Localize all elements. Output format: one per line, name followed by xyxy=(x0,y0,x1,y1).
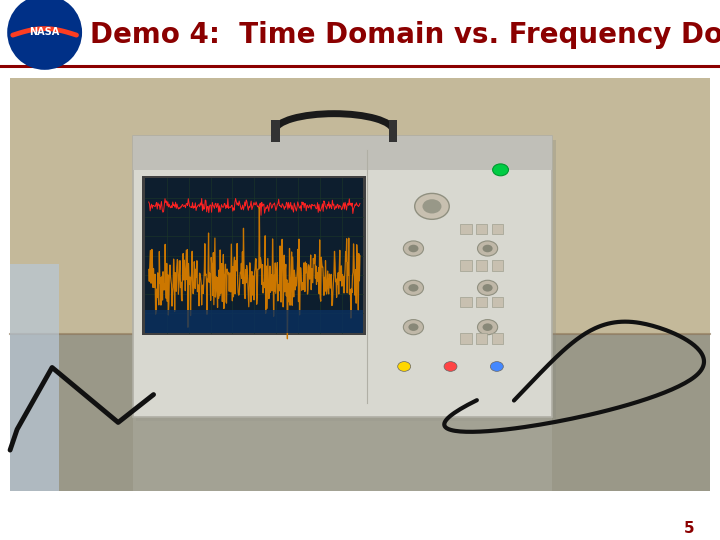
Circle shape xyxy=(492,164,508,176)
Bar xyxy=(460,260,472,271)
Bar xyxy=(476,296,487,307)
Text: 5: 5 xyxy=(684,521,695,536)
Bar xyxy=(492,260,503,271)
Circle shape xyxy=(403,280,423,295)
Bar xyxy=(132,136,552,417)
Circle shape xyxy=(482,284,492,292)
Bar xyxy=(132,136,552,170)
Circle shape xyxy=(482,245,492,252)
Ellipse shape xyxy=(7,0,82,70)
Circle shape xyxy=(477,320,498,335)
Bar xyxy=(389,120,397,142)
Circle shape xyxy=(397,362,410,372)
Bar xyxy=(143,176,366,335)
Circle shape xyxy=(482,323,492,331)
Bar xyxy=(476,224,487,234)
Bar xyxy=(271,120,279,142)
Bar xyxy=(10,78,710,334)
Bar xyxy=(492,333,503,344)
Circle shape xyxy=(408,323,418,331)
Bar xyxy=(10,334,710,491)
Circle shape xyxy=(408,245,418,252)
Bar xyxy=(136,140,556,421)
Circle shape xyxy=(415,193,449,219)
Bar xyxy=(460,296,472,307)
Bar xyxy=(492,224,503,234)
Circle shape xyxy=(477,241,498,256)
Bar xyxy=(476,260,487,271)
Bar xyxy=(132,413,552,491)
Text: NASA: NASA xyxy=(30,28,60,37)
Circle shape xyxy=(490,362,503,372)
Bar xyxy=(10,264,59,491)
Circle shape xyxy=(408,284,418,292)
Circle shape xyxy=(403,320,423,335)
Circle shape xyxy=(477,280,498,295)
Circle shape xyxy=(444,362,457,372)
Circle shape xyxy=(403,241,423,256)
Bar xyxy=(145,178,364,333)
Text: Demo 4:  Time Domain vs. Frequency Domain: Demo 4: Time Domain vs. Frequency Domain xyxy=(90,21,720,49)
Bar xyxy=(460,224,472,234)
Bar xyxy=(145,309,364,333)
Bar xyxy=(492,296,503,307)
Bar xyxy=(460,333,472,344)
Bar xyxy=(476,333,487,344)
Circle shape xyxy=(423,199,441,213)
